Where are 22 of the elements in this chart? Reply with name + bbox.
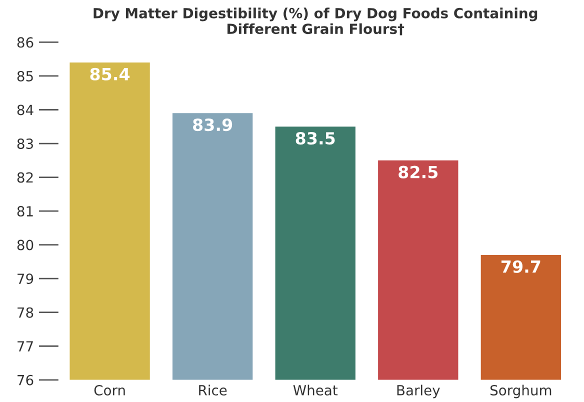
chart-title: Dry Matter Digestibility (%) of Dry Dog Foods Containing Different Grain Flours† (94, 8, 538, 36)
y-tick-label: 82 (17, 172, 33, 183)
data-label: 82.5 (398, 166, 438, 178)
data-label: 85.4 (90, 68, 130, 80)
y-tick-label: 81 (17, 206, 33, 217)
y-tick-label: 80 (17, 240, 34, 250)
x-tick-label: Rice (199, 384, 227, 396)
y-tick-label: 86 (17, 37, 34, 48)
y-tick-label: 83 (17, 138, 33, 149)
y-tick-label: 77 (18, 341, 33, 352)
data-label: 79.7 (501, 260, 540, 273)
data-label: 83.9 (193, 118, 232, 132)
x-tick-label: Barley (397, 384, 440, 398)
data-label: 83.5 (296, 132, 335, 145)
y-tick-label: 85 (17, 70, 33, 82)
x-tick-label: Sorghum (490, 384, 552, 398)
y-tick-label: 79 (18, 274, 34, 284)
x-tick-label: Wheat (293, 384, 338, 396)
x-tick-label: Corn (94, 384, 125, 396)
y-tick-label: 76 (18, 374, 34, 386)
y-tick-label: 78 (18, 307, 34, 318)
y-tick-label: 84 (17, 104, 34, 116)
